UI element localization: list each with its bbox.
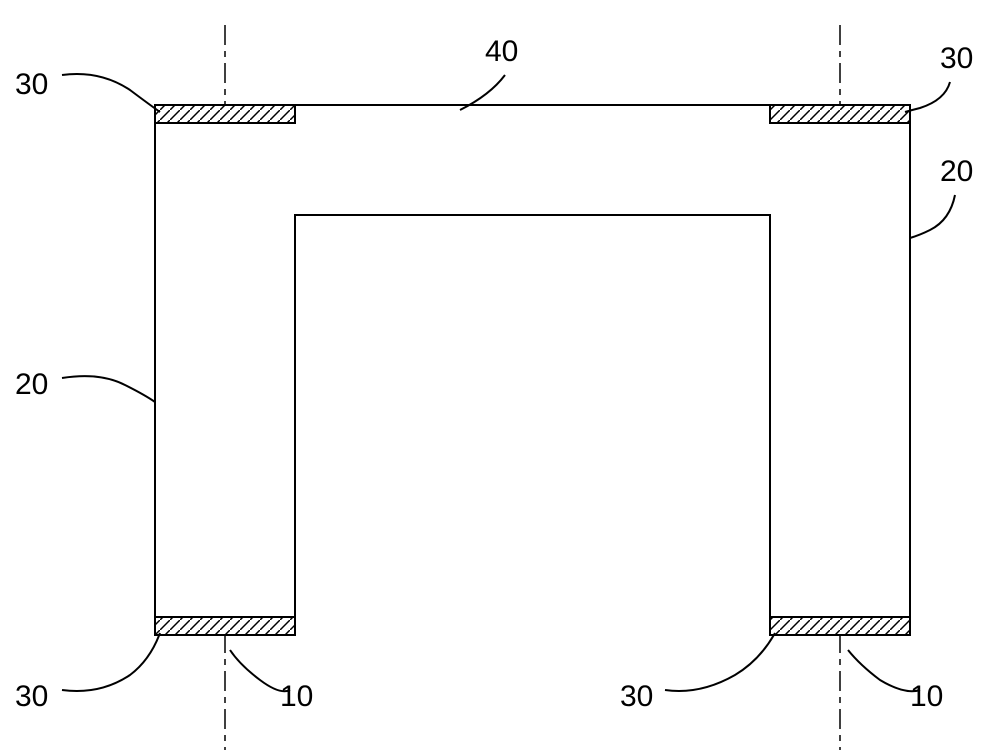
- beam: [295, 105, 770, 215]
- column: [770, 105, 910, 635]
- ref-label-30-tr: 30: [940, 42, 973, 76]
- hatched-cap: [155, 105, 295, 123]
- hatched-cap: [770, 617, 910, 635]
- ref-label-10-r: 10: [910, 680, 943, 714]
- leader-line: [665, 633, 775, 691]
- ref-label-20-l: 20: [15, 368, 48, 402]
- leader-line: [62, 633, 160, 691]
- hatched-cap: [155, 617, 295, 635]
- ref-label-10-l: 10: [280, 680, 313, 714]
- leader-line: [910, 195, 955, 238]
- ref-label-30-br: 30: [620, 680, 653, 714]
- column: [155, 105, 295, 635]
- leader-line: [62, 376, 155, 402]
- ref-label-30-tl: 30: [15, 68, 48, 102]
- ref-label-20-r: 20: [940, 155, 973, 189]
- ref-label-40: 40: [485, 35, 518, 69]
- ref-label-30-bl: 30: [15, 680, 48, 714]
- hatched-cap: [770, 105, 910, 123]
- leader-line: [905, 82, 950, 112]
- leader-line: [62, 74, 160, 112]
